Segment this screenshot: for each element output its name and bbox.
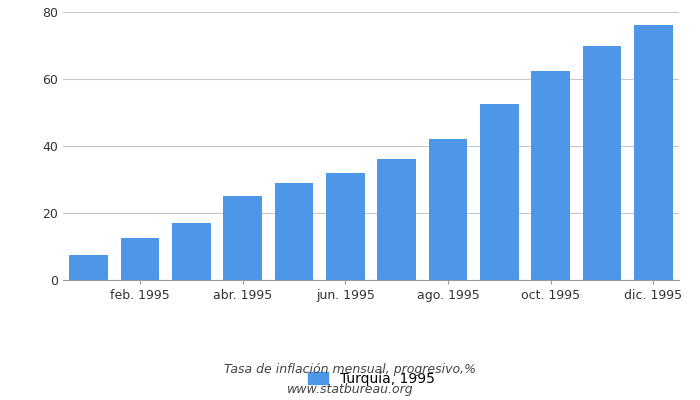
Legend: Turquía, 1995: Turquía, 1995 (307, 371, 435, 386)
Bar (223, 196, 262, 280)
Bar (634, 25, 673, 280)
Bar (120, 238, 160, 280)
Bar (377, 159, 416, 280)
Bar (582, 46, 622, 280)
Bar (480, 104, 519, 280)
Bar (531, 71, 570, 280)
Text: www.statbureau.org: www.statbureau.org (287, 383, 413, 396)
Bar (69, 255, 108, 280)
Bar (172, 223, 211, 280)
Bar (428, 139, 467, 280)
Bar (326, 173, 365, 280)
Text: Tasa de inflación mensual, progresivo,%: Tasa de inflación mensual, progresivo,% (224, 363, 476, 376)
Bar (274, 183, 314, 280)
